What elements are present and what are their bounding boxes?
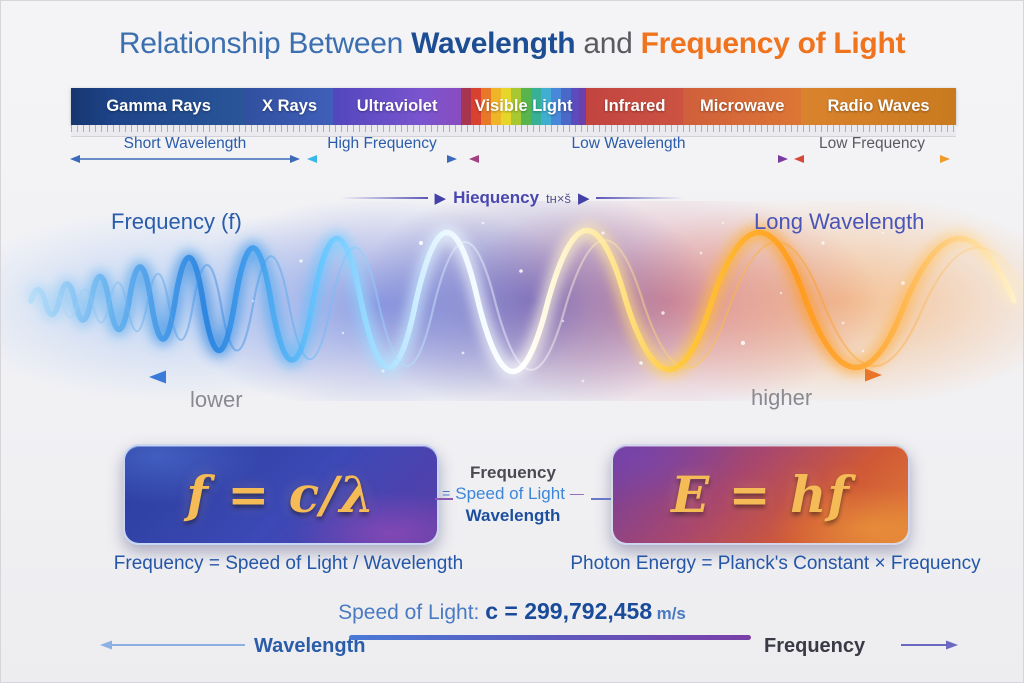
long-wavelength-label: Long Wavelength xyxy=(754,209,925,234)
band-microwave: Microwave xyxy=(683,88,802,125)
scale-high-frequency: High Frequency xyxy=(306,135,458,164)
sparkles xyxy=(251,221,905,383)
connector-line xyxy=(591,498,611,500)
double-arrow-icon xyxy=(70,155,300,163)
ruler-ticks xyxy=(71,125,956,132)
band-label: X Rays xyxy=(262,97,318,115)
band-label: Gamma Rays xyxy=(106,97,211,115)
band-visible-light: Visible Light xyxy=(461,88,587,125)
light-wave-illustration xyxy=(1,201,1023,401)
center-header: ▶ Hiequency tʜ×š ▶ xyxy=(1,188,1023,208)
speed-of-light-line: Speed of Light: c = 299,792,458 m/s xyxy=(1,598,1023,625)
title-prefix: Relationship Between xyxy=(118,27,404,60)
title-frequency: Frequency of Light xyxy=(640,27,906,60)
header-line xyxy=(339,197,428,199)
scale-label: Short Wavelength xyxy=(123,135,247,152)
band-label: Ultraviolet xyxy=(356,97,438,115)
band-label: Visible Light xyxy=(474,97,573,115)
band-radio-waves: Radio Waves xyxy=(801,88,956,125)
gradient-axis-bar xyxy=(349,635,751,640)
right-triangle-icon: ▶ xyxy=(434,189,447,207)
equals-sign: = xyxy=(442,485,451,502)
fraction-mid: Speed of Light xyxy=(455,484,565,504)
fraction-top: Frequency xyxy=(470,463,556,482)
page-title: Relationship Between Wavelength and Freq… xyxy=(1,27,1023,61)
center-header-sub: tʜ×š xyxy=(546,190,571,206)
scale-low-frequency: Low Frequency xyxy=(793,135,951,164)
scale-low-wavelength: Low Wavelength xyxy=(468,135,789,164)
band-ultraviolet: Ultraviolet xyxy=(332,88,462,125)
scale-short-wavelength: Short Wavelength xyxy=(69,135,301,164)
speed-value: c = 299,792,458 xyxy=(485,598,653,624)
formula-box-frequency: f = c/λ xyxy=(123,444,439,545)
band-label: Infrared xyxy=(603,97,666,115)
ruler-scale xyxy=(71,125,956,137)
formula-e-equals-hf: E = hf xyxy=(671,465,850,524)
formula-f-equals-c-over-lambda: f = c/λ xyxy=(186,465,376,524)
header-line xyxy=(596,197,685,199)
band-infrared: Infrared xyxy=(586,88,684,125)
formula-box-energy: E = hf xyxy=(611,444,910,545)
band-label: Radio Waves xyxy=(827,97,930,115)
higher-label: higher xyxy=(751,385,813,410)
frequency-f-label: Frequency (f) xyxy=(111,209,242,234)
dash: — xyxy=(569,485,584,502)
scale-label: Low Wavelength xyxy=(571,135,686,152)
double-arrow-icon xyxy=(469,155,788,163)
double-arrow-icon xyxy=(307,155,457,163)
fraction-bottom: Wavelength xyxy=(465,505,561,525)
lower-label: lower xyxy=(190,387,243,412)
center-header-label: Hiequency xyxy=(453,188,540,207)
lower-indicator: lower xyxy=(148,369,308,413)
caption-frequency-equation: Frequency = Speed of Light / Wavelength xyxy=(113,553,464,574)
double-arrow-icon xyxy=(794,155,950,163)
caption-energy-equation: Photon Energy = Planck's Constant × Freq… xyxy=(570,553,981,574)
scale-label: Low Frequency xyxy=(819,135,925,152)
band-x-rays: X Rays xyxy=(246,88,333,125)
axis-frequency-label: Frequency xyxy=(764,635,866,657)
left-arrow-icon xyxy=(149,370,306,384)
right-arrow-icon xyxy=(901,640,958,650)
right-arrow-icon xyxy=(725,368,882,382)
fraction-explainer: Frequency = Speed of Light — Wavelength xyxy=(437,462,589,526)
higher-indicator: higher xyxy=(723,367,883,411)
scale-label: High Frequency xyxy=(327,135,437,152)
band-label: Microwave xyxy=(700,97,785,115)
speed-prefix: Speed of Light: xyxy=(338,601,486,624)
band-gamma-rays: Gamma Rays xyxy=(71,88,247,125)
wave-svg xyxy=(1,221,1023,383)
bottom-axis: Wavelength Frequency xyxy=(1,635,1023,665)
title-and: and xyxy=(583,27,633,60)
spectrum-bar: Gamma Rays X Rays Ultraviolet Visible Li… xyxy=(71,88,956,125)
axis-wavelength-label: Wavelength xyxy=(254,635,366,657)
title-wavelength: Wavelength xyxy=(411,27,576,60)
right-triangle-icon: ▶ xyxy=(577,189,590,207)
connector-line xyxy=(435,498,453,500)
left-arrow-icon xyxy=(100,640,245,650)
speed-unit: m/s xyxy=(656,604,686,623)
